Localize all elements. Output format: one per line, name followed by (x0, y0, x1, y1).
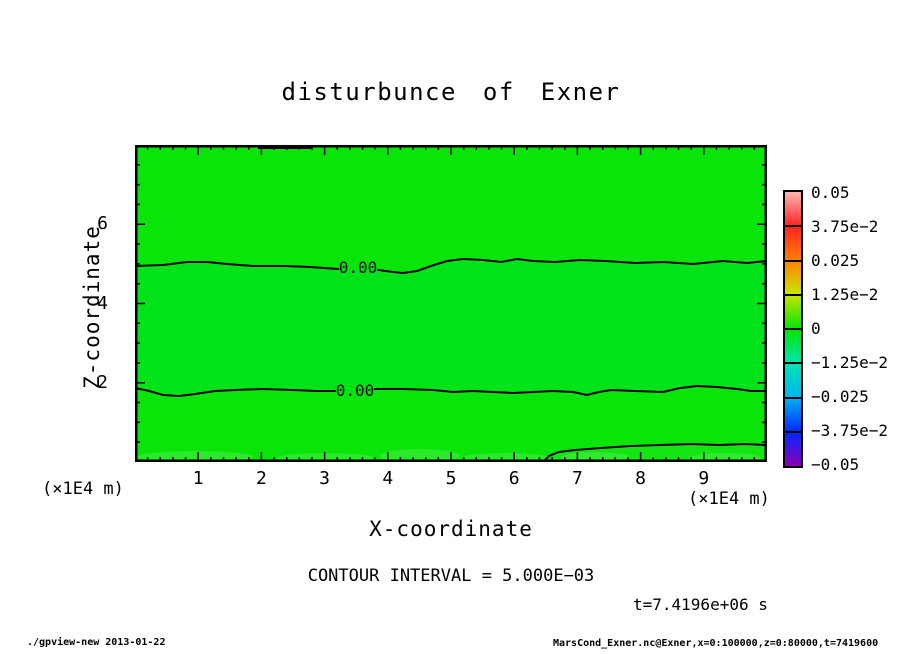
x-tick-label: 9 (698, 468, 710, 489)
colorbar-tick-line (785, 430, 801, 433)
colorbar-tick-line (785, 396, 801, 399)
contour-value-label: 0.00 (336, 381, 375, 400)
contour-plot: 0.00 0.00 (135, 145, 767, 462)
zero-contour-line (135, 387, 336, 398)
time-label: t=7.4196e+06 s (633, 595, 768, 614)
footer-dataset-label: MarsCond_Exner.nc@Exner,x=0:100000,z=0:8… (553, 638, 879, 649)
z-axis-unit-label: (×1E4 m) (42, 479, 124, 499)
colorbar-label: −3.75e−2 (811, 420, 889, 440)
colorbar-label: 0 (811, 318, 821, 338)
x-tick-label: 6 (508, 468, 520, 489)
plot-frame (135, 145, 767, 462)
x-axis-unit-label: (×1E4 m) (688, 489, 770, 509)
zero-contour-line (135, 261, 339, 270)
colorbar-tick-line (785, 259, 801, 262)
colorbar-tick-line (785, 225, 801, 228)
colorbar-label: −0.05 (811, 454, 860, 474)
x-tick-label: 4 (382, 468, 394, 489)
z-tick-label: 6 (97, 213, 108, 235)
colorbar-label: 1.25e−2 (811, 284, 879, 304)
contour-value-label: 0.00 (339, 258, 378, 277)
footer-command-label: ./gpview-new 2013-01-22 (27, 637, 166, 648)
colorbar-label: −1.25e−2 (811, 352, 889, 372)
x-tick-label: 3 (319, 468, 331, 489)
colorbar-label: 0.05 (811, 182, 850, 202)
zero-contour-line (542, 442, 767, 462)
colorbar-tick-line (785, 293, 801, 296)
fill-bottom-band (135, 386, 767, 462)
zero-contour-line (377, 257, 767, 275)
colorbar-tick-line (785, 362, 801, 365)
x-tick-label: 1 (192, 468, 204, 489)
x-tick-label: 7 (571, 468, 583, 489)
colorbar-label: 3.75e−2 (811, 216, 879, 236)
x-tick-label: 5 (445, 468, 457, 489)
x-tick-label: 8 (635, 468, 647, 489)
zero-contour-line (374, 384, 767, 397)
contour-interval-label: CONTOUR INTERVAL = 5.000E−03 (307, 566, 595, 586)
z-tick-label: 4 (97, 292, 108, 314)
colorbar (783, 190, 803, 468)
z-tick-label: 2 (97, 371, 108, 393)
x-tick-label: 2 (255, 468, 267, 489)
colorbar-label: 0.025 (811, 250, 860, 270)
fill-top-band (135, 145, 767, 273)
x-axis-label: X-coordinate (369, 517, 533, 541)
plot-title: disturbunce of Exner (281, 78, 621, 106)
colorbar-label: −0.025 (811, 386, 869, 406)
colorbar-tick-line (785, 328, 801, 330)
